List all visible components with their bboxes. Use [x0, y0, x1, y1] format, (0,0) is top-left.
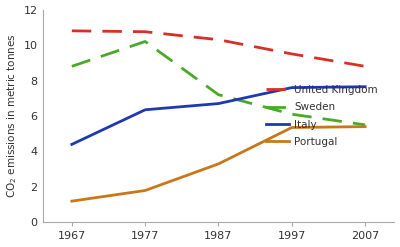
Italy — [143, 108, 148, 111]
United Kingdom — [363, 65, 368, 68]
United Kingdom — [70, 29, 74, 32]
Portugal — [143, 189, 148, 192]
United Kingdom — [289, 52, 294, 55]
Legend: United Kingdom, Sweden, Italy, Portugal: United Kingdom, Sweden, Italy, Portugal — [266, 85, 378, 147]
Portugal — [289, 126, 294, 129]
Italy — [216, 102, 221, 105]
Sweden — [216, 93, 221, 96]
Sweden — [289, 113, 294, 116]
Line: Sweden: Sweden — [72, 41, 365, 125]
Line: Portugal: Portugal — [72, 127, 365, 201]
Portugal — [70, 200, 74, 203]
Portugal — [216, 162, 221, 165]
Portugal — [363, 125, 368, 128]
Line: United Kingdom: United Kingdom — [72, 31, 365, 66]
Italy — [70, 143, 74, 146]
Italy — [289, 86, 294, 89]
Sweden — [363, 123, 368, 126]
United Kingdom — [143, 30, 148, 33]
United Kingdom — [216, 38, 221, 41]
Italy — [363, 85, 368, 88]
Sweden — [70, 65, 74, 68]
Sweden — [143, 40, 148, 43]
Y-axis label: CO$_2$ emissions in metric tonnes: CO$_2$ emissions in metric tonnes — [6, 34, 19, 198]
Line: Italy: Italy — [72, 87, 365, 144]
